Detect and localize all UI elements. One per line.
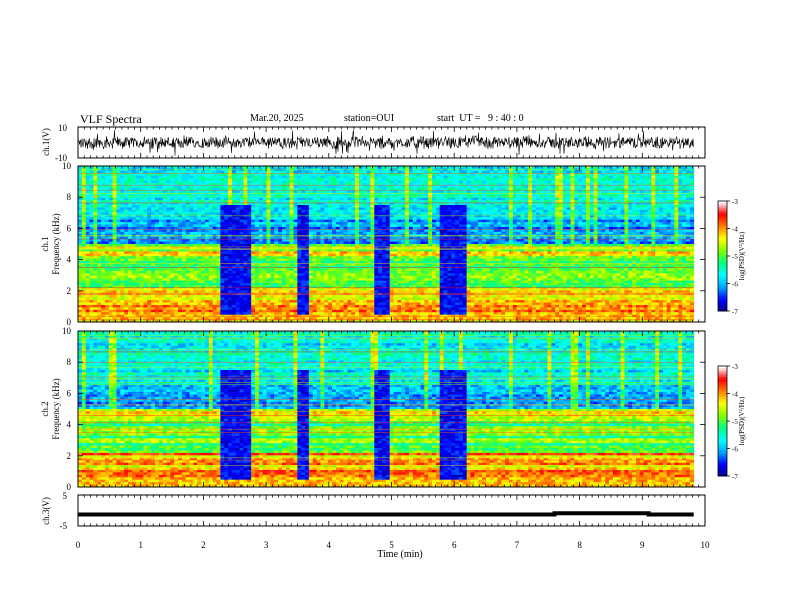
ch2-spec-ylabel-line1: ch.2 [40, 401, 50, 416]
y-tick-label: 6 [67, 388, 72, 398]
ch1-ytick-bottom: -10 [55, 153, 67, 163]
y-tick-label: 2 [67, 451, 72, 461]
colorbar-tick-label: -7 [732, 308, 738, 316]
colorbar-tick-label: -5 [732, 253, 738, 261]
x-tick-label: 8 [577, 540, 582, 550]
x-tick-label: 2 [201, 540, 206, 550]
figure-title: VLF Spectra [80, 112, 142, 127]
colorbar-tick-label: -4 [732, 226, 738, 234]
colorbar-tick-label: -5 [732, 418, 738, 426]
colorbar-tick-label: -4 [732, 391, 738, 399]
ch2-spectrogram-panel: 0 2 4 6 8 10 ch.2 Frequency (kHz) -3 -4 -5 -6 -7 l… [40, 326, 746, 492]
ch3-panel: 0 1 2 3 4 5 6 7 8 9 10 5 -5 ch.3(V) Time (min) [41, 491, 710, 560]
ch1-spectrogram-image [78, 166, 695, 323]
y-tick-label: 8 [67, 357, 72, 367]
start-time-label: start UT = 9 : 40 : 0 [437, 113, 524, 124]
y-tick-label: 0 [67, 482, 72, 492]
y-tick-label: 10 [62, 161, 72, 171]
ch3-ytick-top: 5 [63, 491, 68, 501]
x-tick-label: 3 [264, 540, 269, 550]
colorbar-label: log(PSD)(V²/Hz) [738, 396, 746, 445]
colorbar-tick-label: -3 [732, 198, 738, 206]
x-tick-label: 1 [138, 540, 143, 550]
ch2-spectrogram-image [78, 331, 695, 488]
date-label: Mar.20, 2025 [250, 113, 304, 124]
y-tick-label: 0 [67, 317, 72, 327]
x-tick-label: 7 [515, 540, 520, 550]
x-tick-label: 5 [389, 540, 394, 550]
ch1-ylabel: ch.1(V) [41, 128, 51, 156]
x-tick-label: 10 [701, 540, 711, 550]
y-tick-label: 8 [67, 192, 72, 202]
y-tick-label: 4 [67, 255, 72, 265]
ch2-colorbar: -3 -4 -5 -6 -7 log(PSD)(V²/Hz) [717, 363, 746, 481]
colorbar-tick-label: -7 [732, 473, 738, 481]
colorbar-tick-label: -3 [732, 363, 738, 371]
ch1-spectrogram-panel: 0 2 4 6 8 10 ch.1 Frequency (kHz) -3 -4 -5 -6 -7 l… [40, 161, 746, 327]
ch3-trace [78, 511, 694, 517]
y-tick-label: 4 [67, 420, 72, 430]
ch3-ytick-bottom: -5 [60, 521, 68, 531]
x-tick-label: 6 [452, 540, 457, 550]
colorbar-label: log(PSD)(V²/Hz) [738, 231, 746, 280]
y-tick-label: 10 [62, 326, 72, 336]
station-label: station=OUI [344, 113, 394, 124]
x-tick-label: 0 [76, 540, 81, 550]
colorbar-tick-label: -6 [732, 446, 738, 454]
colorbar-tick-label: -6 [732, 281, 738, 289]
ch1-colorbar: -3 -4 -5 -6 -7 log(PSD)(V²/Hz) [717, 198, 746, 316]
x-tick-label: 9 [640, 540, 645, 550]
x-axis-label: Time (min) [377, 549, 422, 560]
ch1-spec-ylabel-line2: Frequency (kHz) [51, 213, 61, 274]
y-tick-label: 2 [67, 286, 72, 296]
ch3-ylabel: ch.3(V) [41, 497, 51, 525]
ch1-spec-ylabel-line1: ch.1 [40, 236, 50, 251]
y-tick-label: 6 [67, 223, 72, 233]
ch1-waveform-trace [77, 130, 694, 156]
x-tick-label: 4 [327, 540, 332, 550]
ch1-waveform-panel: 10 -10 ch.1(V) [41, 123, 706, 163]
ch2-spec-ylabel-line2: Frequency (kHz) [51, 378, 61, 439]
ch1-ytick-top: 10 [58, 123, 68, 133]
